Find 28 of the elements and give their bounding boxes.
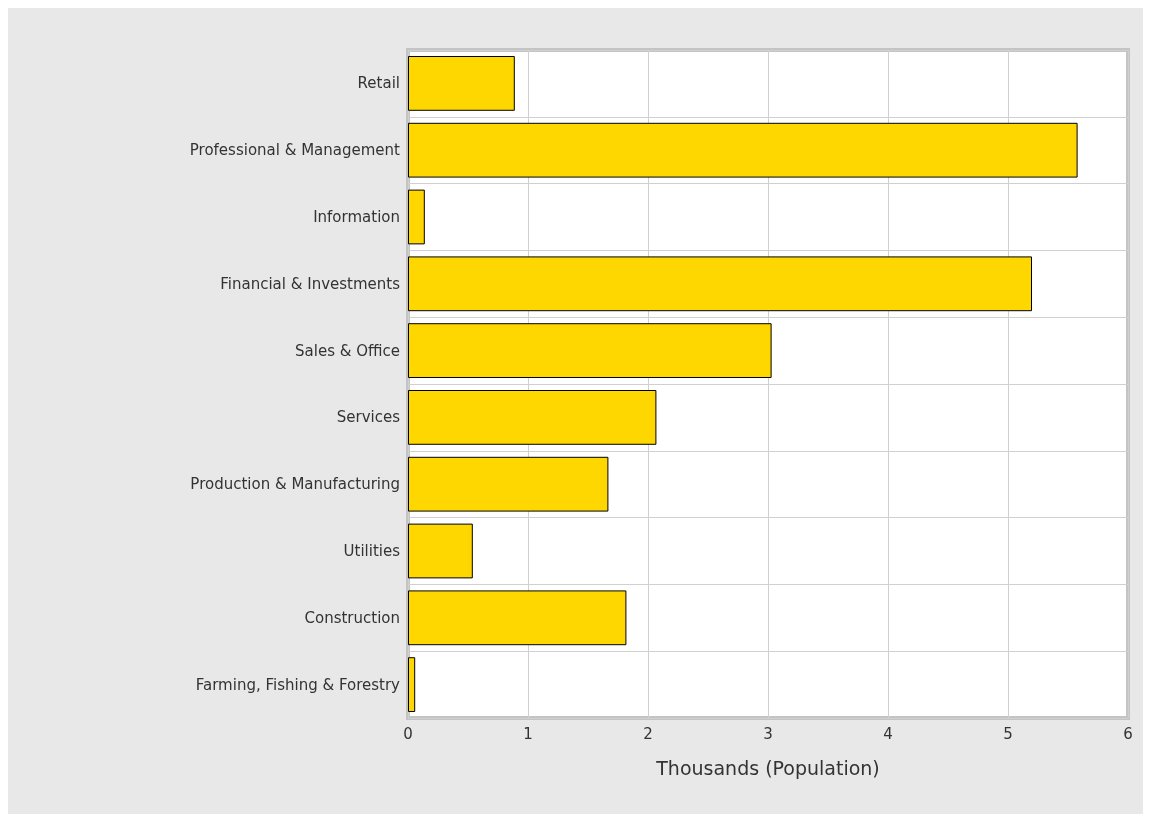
bar	[408, 523, 473, 579]
x-tick-label: 4	[883, 724, 893, 743]
bar	[408, 189, 425, 245]
x-tick-label: 5	[1003, 724, 1013, 743]
y-tick-label: Professional & Management	[189, 141, 401, 160]
bar	[408, 56, 515, 111]
x-tick-label: 3	[763, 724, 773, 743]
bar	[408, 122, 1078, 178]
x-tick-label: 0	[403, 724, 413, 743]
bar	[408, 256, 1032, 312]
bar	[408, 456, 609, 512]
y-tick-label: Construction	[304, 608, 400, 627]
y-tick-label: Farming, Fishing & Forestry	[195, 675, 401, 694]
y-tick-label: Services	[336, 408, 401, 427]
y-tick-label: Retail	[357, 74, 400, 93]
y-tick-label: Financial & Investments	[220, 274, 401, 293]
bar	[408, 590, 627, 646]
y-tick-label: Sales & Office	[295, 341, 400, 360]
x-tick-label: 2	[643, 724, 653, 743]
bar	[408, 323, 772, 378]
y-tick-label: Information	[313, 208, 400, 226]
bar	[408, 657, 416, 712]
x-tick-label: 1	[523, 724, 533, 743]
bar	[408, 390, 657, 445]
y-tick-label: Production & Manufacturing	[190, 475, 400, 494]
x-axis-title: Thousands (Population)	[655, 756, 880, 779]
y-tick-label: Utilities	[343, 542, 401, 560]
x-tick-label: 6	[1123, 724, 1133, 743]
